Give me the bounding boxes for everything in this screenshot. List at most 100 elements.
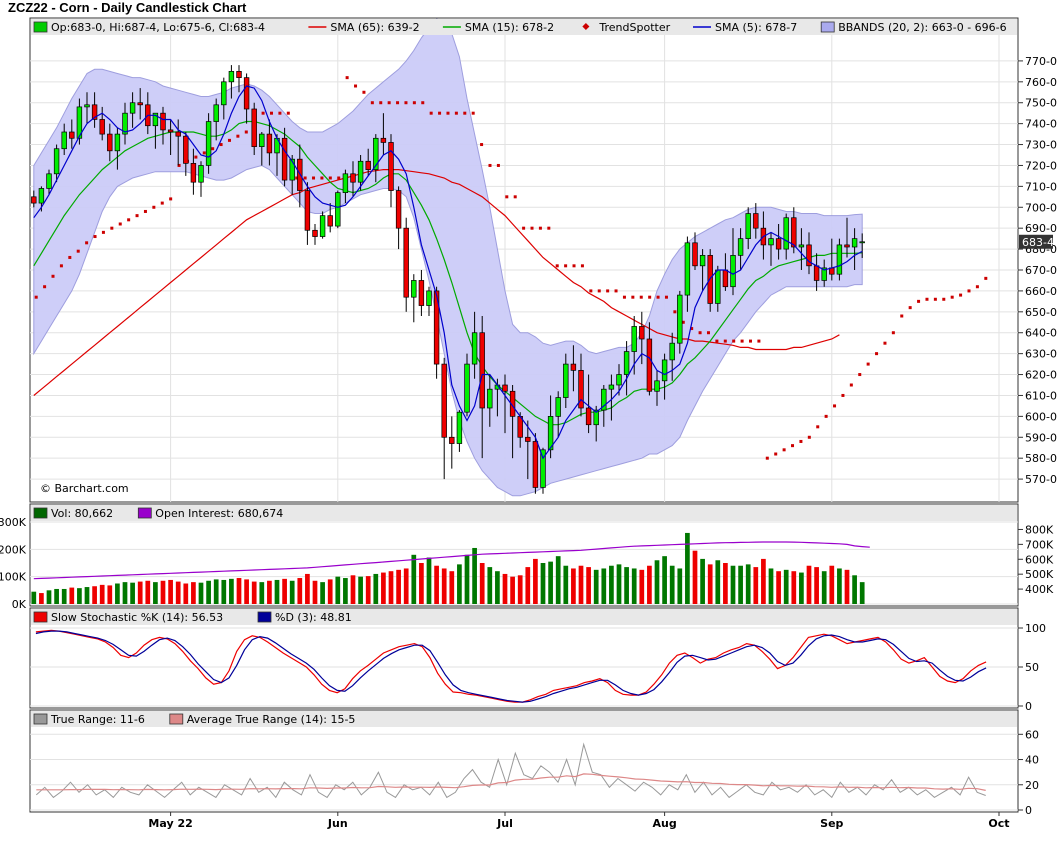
- trendspotter-dot: [152, 205, 156, 209]
- candle-body: [236, 71, 242, 78]
- volume-bar: [343, 578, 348, 604]
- candle-body: [84, 104, 90, 108]
- volume-bar: [525, 567, 531, 604]
- volume-bar: [791, 571, 797, 604]
- trendspotter-dot: [110, 226, 114, 230]
- candle-body: [737, 238, 744, 256]
- volume-bar: [160, 580, 166, 604]
- stochastic-d-line: [35, 630, 987, 703]
- volume-bar: [221, 579, 227, 604]
- candle-body: [859, 241, 865, 244]
- trendspotter-dot: [488, 163, 492, 167]
- trendspotter-dot: [933, 297, 937, 301]
- trendspotter-dot: [555, 264, 559, 268]
- trendspotter-dot: [597, 289, 601, 293]
- candle-body: [631, 326, 637, 352]
- trendspotter-dot: [858, 373, 862, 377]
- candle-body: [532, 441, 539, 488]
- trendspotter-dot: [270, 111, 273, 115]
- trendspotter-dot: [522, 226, 526, 230]
- trendspotter-dot: [202, 151, 206, 155]
- candle-body: [31, 196, 37, 204]
- x-tick-label: Jul: [496, 817, 513, 830]
- candle-body: [661, 359, 668, 382]
- volume-bar: [411, 554, 417, 604]
- trendspotter-dot: [732, 339, 736, 343]
- candle-body: [228, 71, 235, 83]
- trendspotter-dot: [320, 176, 324, 180]
- x-tick-label: May 22: [148, 817, 192, 830]
- trendspotter-dot: [143, 209, 147, 213]
- volume-bar: [586, 567, 591, 604]
- trendspotter-dot: [723, 339, 727, 343]
- trendspotter-dot: [664, 295, 668, 299]
- true-range-tick-label: 0: [1025, 804, 1032, 817]
- candle-body: [563, 363, 569, 398]
- volume-bar: [601, 568, 607, 604]
- trendspotter-dot: [706, 331, 710, 335]
- volume-bar: [327, 579, 333, 604]
- volume-left-tick: 200K: [0, 543, 27, 556]
- trendspotter-dot: [900, 314, 904, 318]
- legend-label: Vol: 80,662: [51, 507, 113, 520]
- volume-bar: [806, 565, 812, 604]
- legend-label: Average True Range (14): 15-5: [187, 713, 356, 726]
- volume-bar: [844, 569, 850, 604]
- candle-body: [730, 255, 736, 288]
- legend-label: True Range: 11-6: [50, 713, 145, 726]
- price-tick-label: 720-0: [1025, 159, 1057, 172]
- trendspotter-dot: [261, 111, 265, 115]
- volume-bar: [305, 573, 310, 604]
- trendspotter-dot: [799, 439, 803, 443]
- legend-label: TrendSpotter: [598, 21, 670, 34]
- candle-body: [654, 380, 660, 392]
- volume-bar: [229, 578, 234, 604]
- candle-body: [38, 188, 45, 204]
- volume-bar: [259, 582, 265, 604]
- price-tick-label: 610-0: [1025, 389, 1057, 402]
- candle-body: [403, 227, 409, 298]
- candle-body: [441, 363, 447, 438]
- volume-bar: [502, 573, 508, 604]
- trendspotter-dot: [76, 249, 80, 253]
- trendspotter-dot: [891, 331, 895, 335]
- legend-label: Op:683-0, Hi:687-4, Lo:675-6, Cl:683-4: [51, 21, 265, 34]
- trendspotter-dot: [51, 274, 55, 278]
- stochastic-tick-label: 0: [1025, 700, 1032, 713]
- open-interest-line: [33, 541, 870, 580]
- volume-bar: [426, 557, 432, 604]
- volume-bar: [236, 578, 242, 604]
- atr-line: [36, 773, 986, 791]
- trendspotter-dot: [589, 289, 593, 293]
- trendspotter-dot: [967, 289, 971, 293]
- price-tick-label: 700-0: [1025, 201, 1057, 214]
- volume-bar: [441, 568, 447, 604]
- candle-body: [411, 280, 417, 298]
- volume-bar: [745, 564, 751, 604]
- trendspotter-dot: [866, 362, 870, 366]
- candle-body: [692, 242, 698, 267]
- legend-swatch: [137, 507, 152, 519]
- volume-bar: [647, 565, 652, 604]
- volume-bar: [137, 581, 143, 604]
- legend-label: Open Interest: 680,674: [155, 507, 283, 520]
- candle-body: [601, 388, 607, 411]
- price-tick-label: 590-0: [1025, 431, 1057, 444]
- trendspotter-dot: [471, 111, 475, 115]
- candle-body: [418, 280, 425, 306]
- trendspotter-dot: [950, 295, 954, 299]
- volume-bar: [487, 567, 493, 604]
- volume-bar: [609, 565, 614, 604]
- volume-bar: [130, 582, 135, 604]
- trendspotter-dot: [774, 452, 778, 456]
- candle-body: [616, 374, 622, 386]
- stochastic-legend: [31, 609, 1017, 625]
- trendspotter-dot: [505, 195, 509, 199]
- volume-bar: [692, 550, 698, 604]
- candle-body: [76, 106, 83, 139]
- candle-body: [547, 416, 554, 451]
- candle-body: [768, 238, 774, 246]
- candle-body: [198, 165, 204, 183]
- candle-body: [639, 326, 645, 340]
- volume-bar: [700, 558, 705, 604]
